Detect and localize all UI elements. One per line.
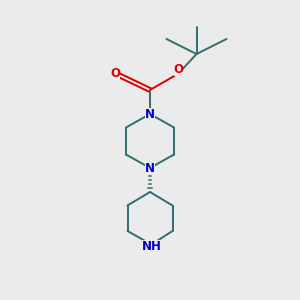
Text: O: O <box>173 63 184 76</box>
Bar <box>145 108 155 120</box>
Bar <box>145 162 155 174</box>
Text: N: N <box>145 107 155 121</box>
Bar <box>174 64 184 76</box>
Bar <box>110 68 120 79</box>
Text: N: N <box>145 161 155 175</box>
Bar <box>142 240 161 252</box>
Text: NH: NH <box>142 239 161 253</box>
Text: O: O <box>110 67 121 80</box>
